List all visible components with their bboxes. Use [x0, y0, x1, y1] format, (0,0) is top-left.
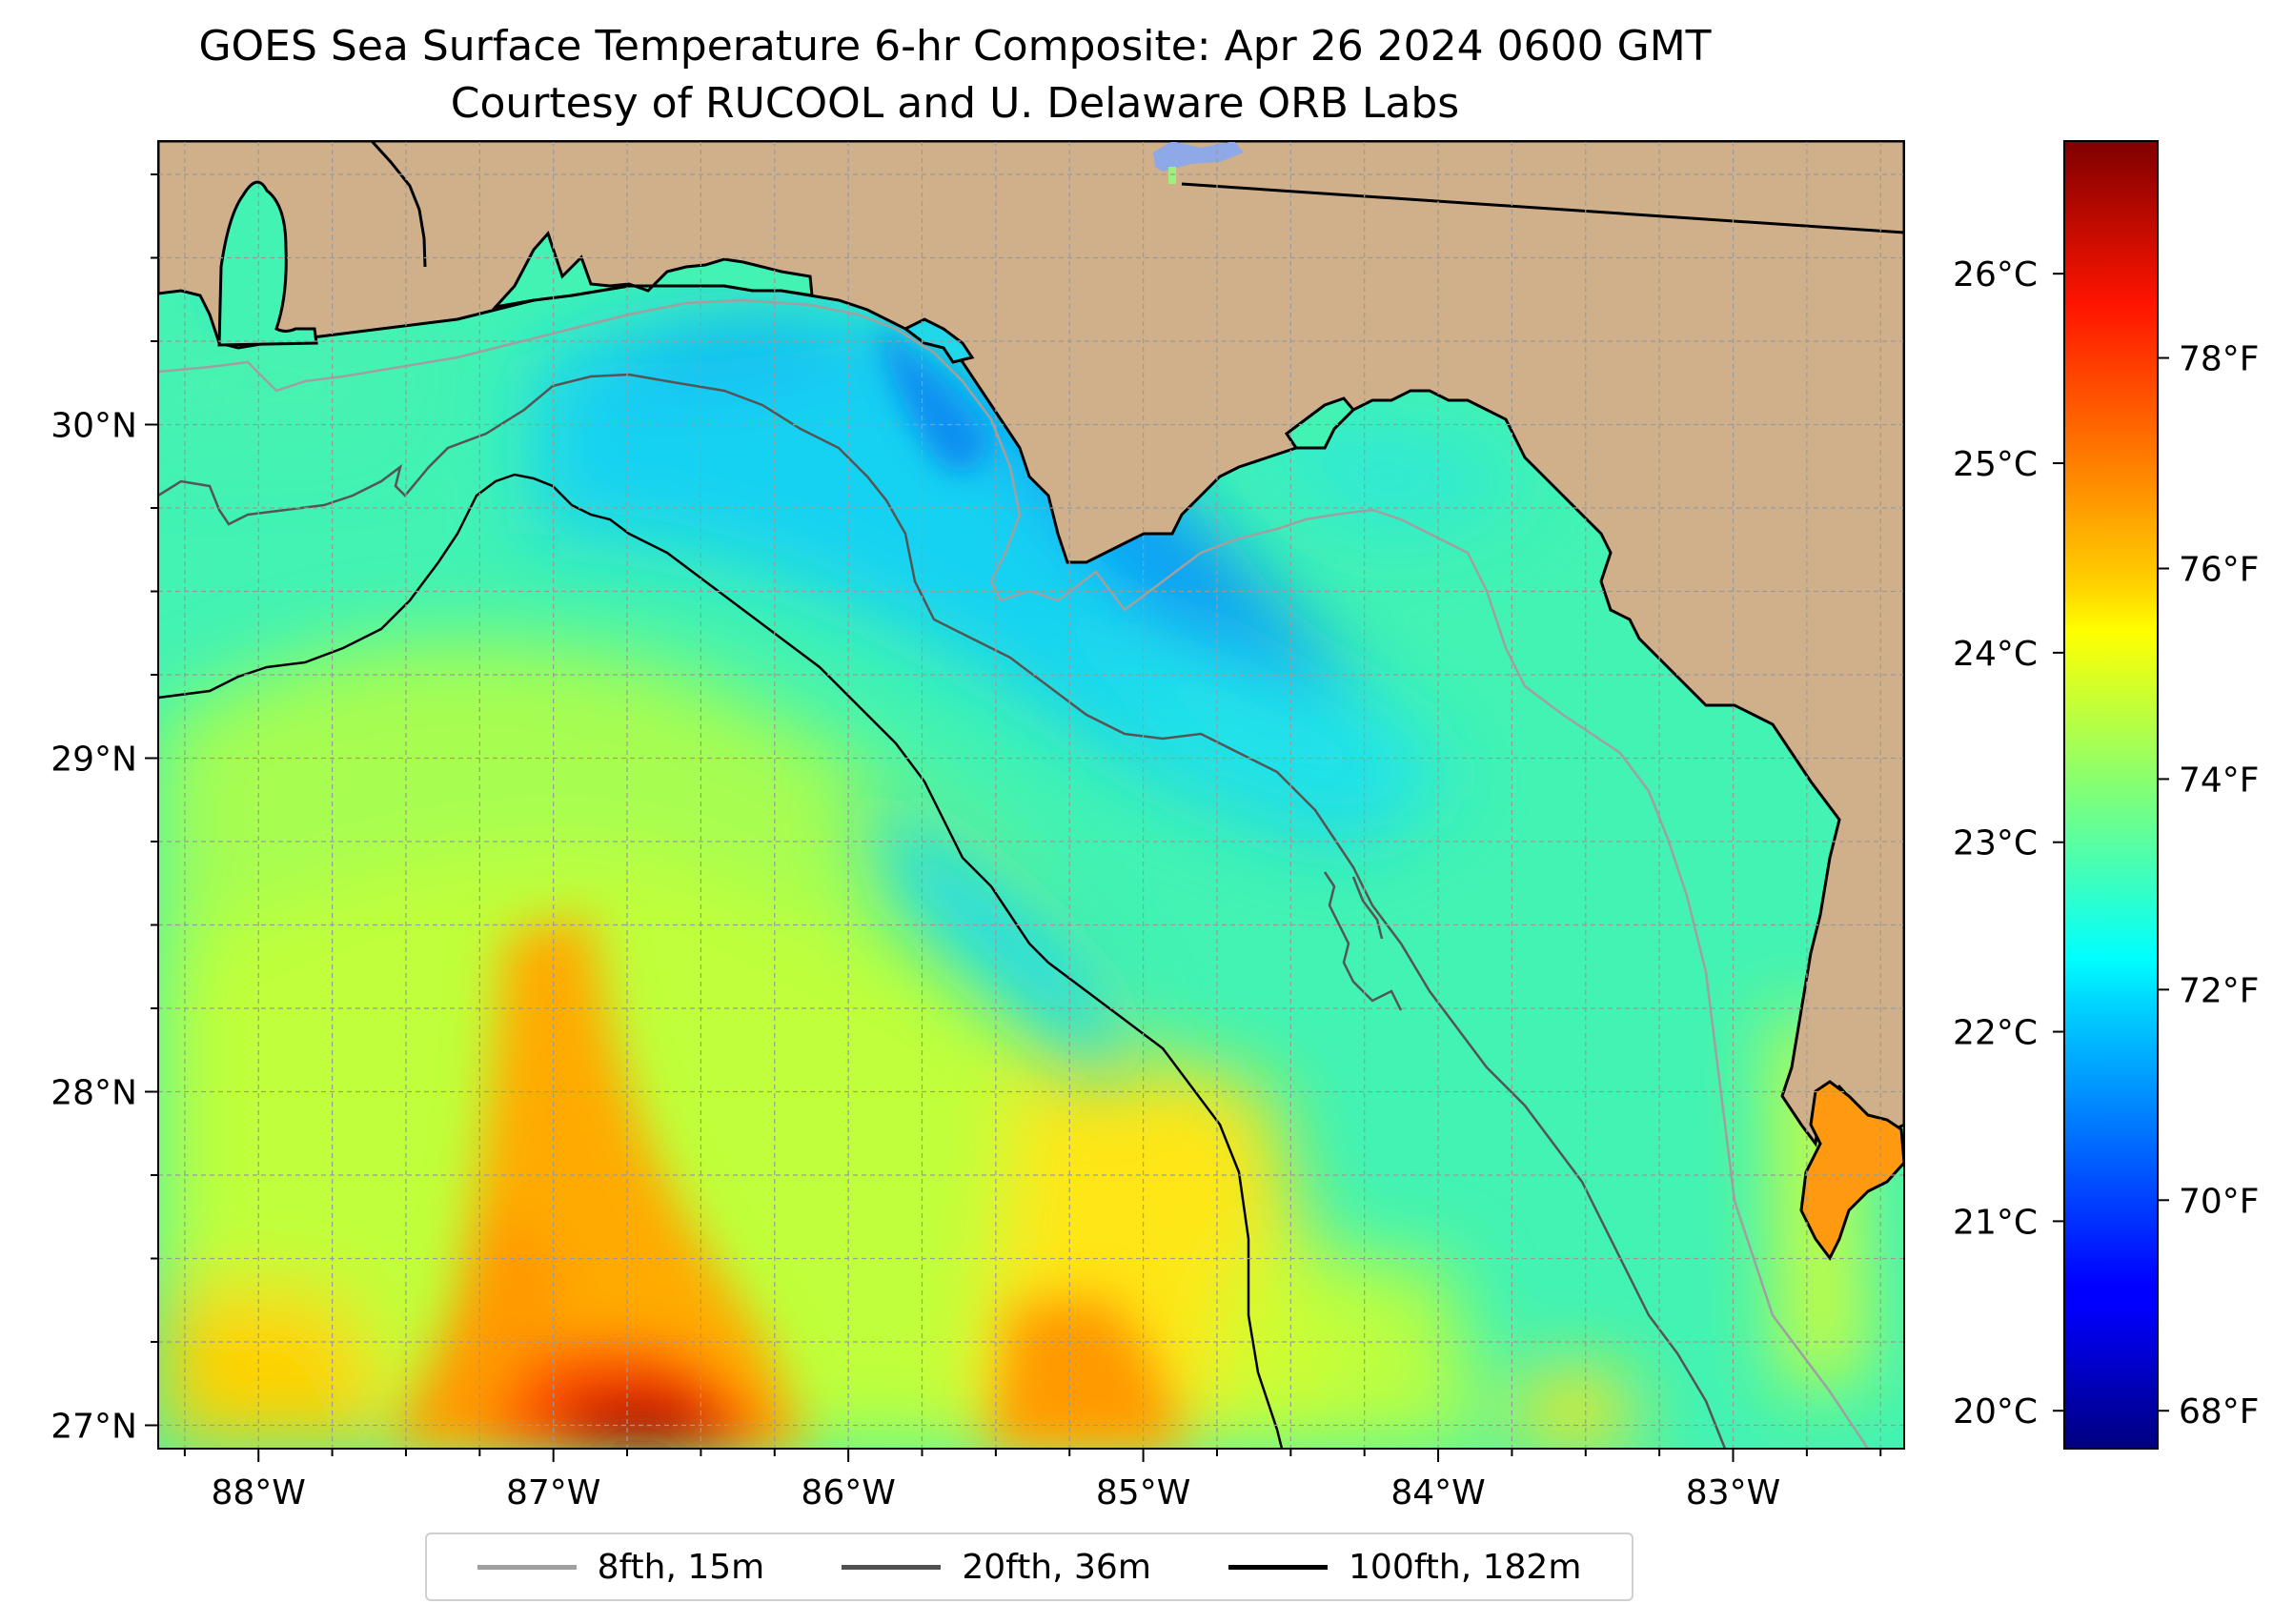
- isobath-20fth-shoals: [1323, 871, 1403, 1011]
- legend-label: 20fth, 36m: [962, 1547, 1151, 1587]
- lon-tick-label: 88°W: [212, 1473, 306, 1512]
- tampa-marker: [1168, 167, 1176, 184]
- isobath-legend: 8fth, 15m 20fth, 36m 100fth, 182m: [425, 1533, 1634, 1601]
- lat-tick-label: 28°N: [51, 1074, 137, 1113]
- lon-tick-label: 84°W: [1390, 1473, 1485, 1512]
- celsius-tick-label: 25°C: [1953, 445, 2038, 484]
- legend-label: 100fth, 182m: [1349, 1547, 1582, 1587]
- map-panel: [158, 141, 1904, 1449]
- lon-tick-label: 85°W: [1096, 1473, 1190, 1512]
- fahrenheit-tick-label: 76°F: [2179, 550, 2260, 589]
- celsius-tick-label: 20°C: [1953, 1392, 2038, 1431]
- legend-item: 20fth, 36m: [842, 1548, 1151, 1587]
- lat-tick-label: 27°N: [51, 1408, 137, 1447]
- fahrenheit-tick-label: 72°F: [2179, 971, 2260, 1010]
- lon-tick-label: 87°W: [506, 1473, 600, 1512]
- legend-label: 8fth, 15m: [597, 1547, 765, 1587]
- colorbar: [2063, 140, 2159, 1450]
- fahrenheit-tick-label: 74°F: [2179, 761, 2260, 800]
- lat-tick-label: 30°N: [51, 407, 137, 446]
- legend-item: 100fth, 182m: [1228, 1548, 1581, 1587]
- graticule: [158, 141, 1904, 1449]
- figure-title: GOES Sea Surface Temperature 6-hr Compos…: [198, 22, 1712, 71]
- legend-swatch: [842, 1564, 942, 1570]
- fahrenheit-tick-label: 70°F: [2179, 1182, 2260, 1221]
- celsius-tick-label: 22°C: [1953, 1014, 2038, 1053]
- map-frame: [157, 140, 1905, 1450]
- isobath-20fth: [158, 373, 1727, 1449]
- mobile-bay: [217, 180, 318, 347]
- map-axes: 88°W 87°W 86°W 85°W 84°W 83°W 27°N 28°N 29°N 30°N: [51, 140, 1905, 1512]
- isobath-8fth: [158, 298, 1870, 1449]
- celsius-tick-label: 23°C: [1953, 824, 2038, 863]
- celsius-tick-label: 26°C: [1953, 255, 2038, 294]
- apalachee-bay: [1284, 396, 1356, 450]
- legend-item: 8fth, 15m: [477, 1547, 765, 1587]
- lake-icon: [1153, 141, 1244, 172]
- celsius-tick-label: 24°C: [1953, 635, 2038, 674]
- lat-tick-label: 29°N: [51, 741, 137, 780]
- legend-swatch: [1228, 1564, 1329, 1570]
- legend-swatch: [477, 1564, 577, 1570]
- lon-tick-label: 83°W: [1686, 1473, 1780, 1512]
- celsius-tick-label: 21°C: [1953, 1203, 2038, 1242]
- state-boundary: [370, 141, 427, 268]
- figure-subtitle: Courtesy of RUCOOL and U. Delaware ORB L…: [450, 79, 1460, 128]
- fahrenheit-tick-label: 78°F: [2179, 340, 2260, 379]
- fahrenheit-tick-label: 68°F: [2179, 1392, 2260, 1431]
- tampa-bay: [1799, 1080, 1904, 1261]
- colorbar-axes: 20°C 21°C 22°C 23°C 24°C 25°C 26°C 68°F 70°F 72°F…: [1953, 255, 2259, 1431]
- isobath-100fth: [158, 473, 1284, 1449]
- state-boundary-ga: [1181, 182, 1904, 234]
- florida-bays: [491, 231, 814, 310]
- lon-tick-label: 86°W: [801, 1473, 895, 1512]
